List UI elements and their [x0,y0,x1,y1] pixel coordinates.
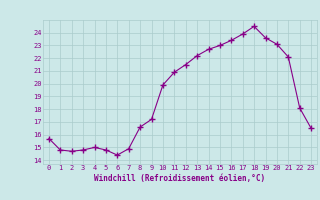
X-axis label: Windchill (Refroidissement éolien,°C): Windchill (Refroidissement éolien,°C) [94,174,266,183]
